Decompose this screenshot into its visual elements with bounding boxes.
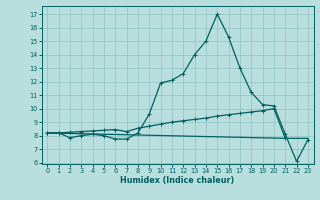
X-axis label: Humidex (Indice chaleur): Humidex (Indice chaleur) xyxy=(120,176,235,185)
